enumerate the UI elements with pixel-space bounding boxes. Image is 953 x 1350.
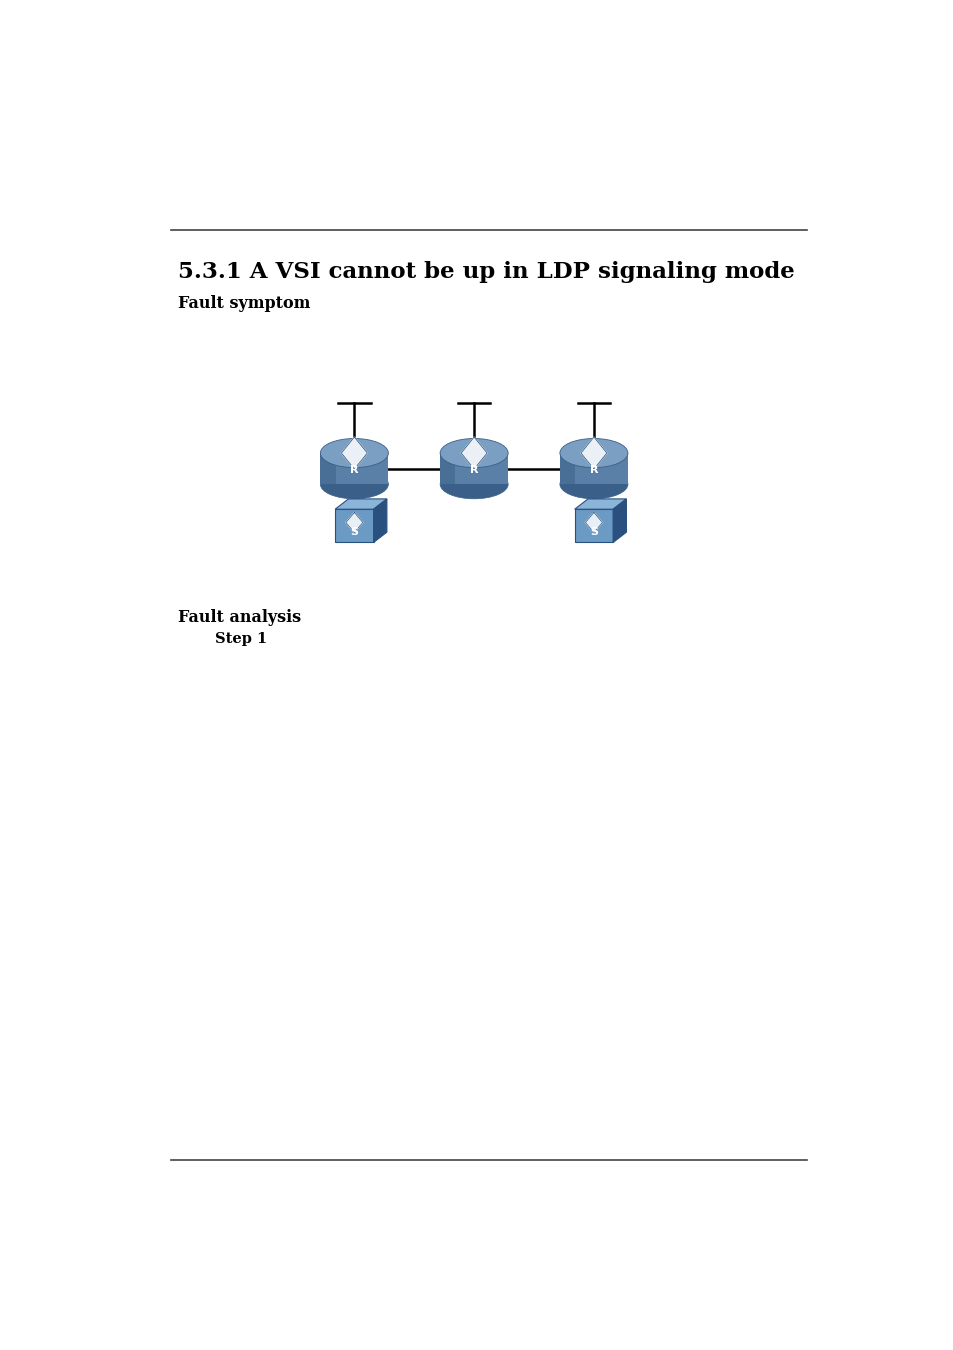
Polygon shape (460, 437, 487, 468)
Polygon shape (439, 454, 455, 485)
Ellipse shape (320, 470, 388, 498)
Text: Fault symptom: Fault symptom (178, 296, 311, 312)
Ellipse shape (439, 439, 508, 467)
Polygon shape (574, 500, 626, 509)
Polygon shape (574, 509, 613, 543)
Polygon shape (559, 454, 575, 485)
Ellipse shape (559, 439, 627, 467)
Polygon shape (613, 500, 626, 543)
Polygon shape (335, 500, 387, 509)
Ellipse shape (439, 470, 508, 498)
Text: R: R (470, 466, 477, 475)
Polygon shape (335, 509, 374, 543)
Polygon shape (346, 513, 362, 532)
Polygon shape (585, 513, 601, 532)
Ellipse shape (320, 439, 388, 467)
Text: Fault analysis: Fault analysis (178, 609, 301, 626)
Polygon shape (341, 437, 367, 468)
Text: R: R (350, 466, 358, 475)
Polygon shape (320, 454, 335, 485)
Polygon shape (439, 454, 508, 485)
Polygon shape (374, 500, 387, 543)
Polygon shape (320, 454, 388, 485)
Text: Step 1: Step 1 (215, 632, 268, 645)
Text: S: S (589, 528, 598, 537)
Ellipse shape (559, 470, 627, 498)
Text: 5.3.1 A VSI cannot be up in LDP signaling mode: 5.3.1 A VSI cannot be up in LDP signalin… (178, 261, 794, 282)
Text: R: R (589, 466, 598, 475)
Text: S: S (350, 528, 358, 537)
Polygon shape (559, 454, 627, 485)
Polygon shape (580, 437, 606, 468)
